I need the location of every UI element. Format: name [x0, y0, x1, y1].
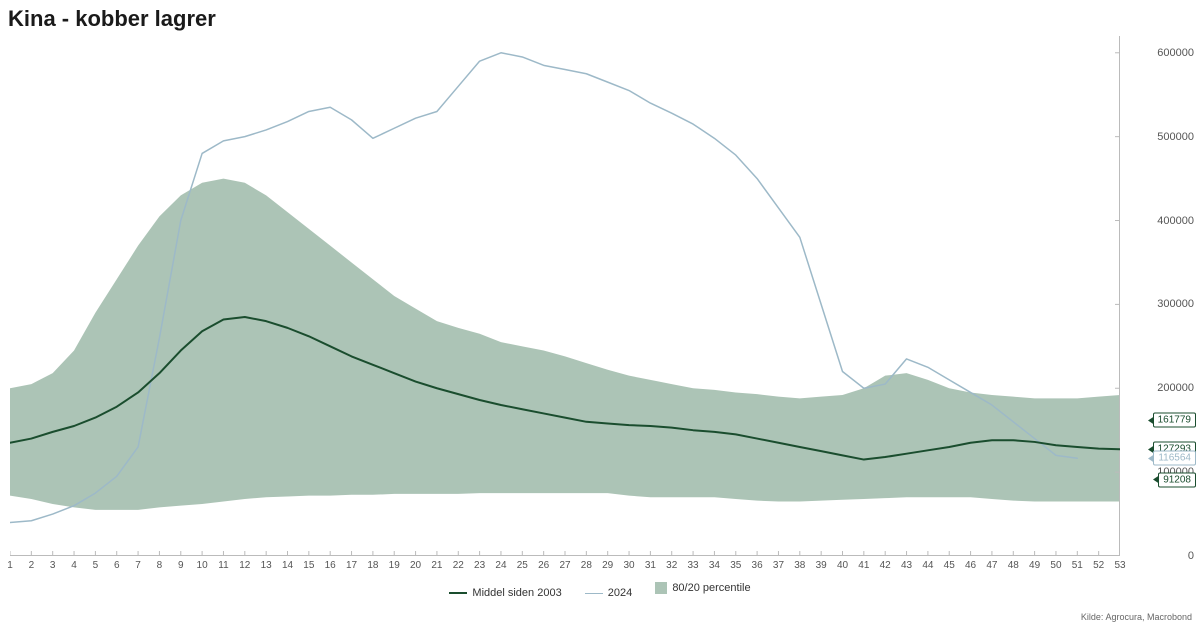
x-tick: 29 — [602, 560, 613, 571]
x-tick: 31 — [645, 560, 656, 571]
x-tick: 7 — [135, 560, 141, 571]
x-tick: 44 — [922, 560, 933, 571]
x-tick: 52 — [1093, 560, 1104, 571]
legend-item-mean: Middel siden 2003 — [449, 587, 561, 599]
chart-container: Kina - kobber lagrer 0100000200000300000… — [0, 0, 1200, 626]
x-tick: 9 — [178, 560, 184, 571]
legend-swatch-2024 — [585, 593, 603, 595]
x-tick: 12 — [239, 560, 250, 571]
end-value-label: 116564 — [1153, 451, 1196, 466]
chart-title: Kina - kobber lagrer — [8, 6, 216, 32]
x-tick: 26 — [538, 560, 549, 571]
legend-label-band: 80/20 percentile — [672, 582, 750, 594]
x-tick: 30 — [623, 560, 634, 571]
plot-area — [10, 36, 1120, 556]
x-tick: 4 — [71, 560, 77, 571]
legend-swatch-band — [655, 582, 667, 594]
x-tick: 41 — [858, 560, 869, 571]
x-tick: 3 — [50, 560, 56, 571]
x-tick: 20 — [410, 560, 421, 571]
legend-label-2024: 2024 — [608, 587, 632, 599]
x-tick: 5 — [93, 560, 99, 571]
x-tick: 37 — [773, 560, 784, 571]
x-tick: 16 — [325, 560, 336, 571]
source-text: Kilde: Agrocura, Macrobond — [1081, 612, 1192, 622]
x-tick: 27 — [559, 560, 570, 571]
x-tick: 24 — [495, 560, 506, 571]
x-tick: 19 — [389, 560, 400, 571]
x-tick: 23 — [474, 560, 485, 571]
x-tick: 45 — [944, 560, 955, 571]
x-tick: 46 — [965, 560, 976, 571]
x-tick: 21 — [431, 560, 442, 571]
end-value-labels: 16177912729311656491208 — [1124, 36, 1196, 556]
x-tick: 35 — [730, 560, 741, 571]
x-tick: 8 — [157, 560, 163, 571]
x-tick: 10 — [197, 560, 208, 571]
chart-svg — [10, 36, 1120, 556]
x-tick: 42 — [880, 560, 891, 571]
x-axis-labels: 1234567891011121314151617181920212223242… — [10, 560, 1120, 578]
x-tick: 32 — [666, 560, 677, 571]
x-tick: 38 — [794, 560, 805, 571]
end-value-label: 91208 — [1158, 472, 1196, 487]
x-tick: 18 — [367, 560, 378, 571]
x-tick: 33 — [688, 560, 699, 571]
x-tick: 51 — [1072, 560, 1083, 571]
x-tick: 36 — [752, 560, 763, 571]
x-tick: 39 — [816, 560, 827, 571]
x-tick: 6 — [114, 560, 120, 571]
x-tick: 40 — [837, 560, 848, 571]
band-80-20 — [10, 179, 1120, 510]
legend-swatch-mean — [449, 592, 467, 594]
x-tick: 28 — [581, 560, 592, 571]
x-tick: 2 — [29, 560, 35, 571]
x-tick: 43 — [901, 560, 912, 571]
x-tick: 15 — [303, 560, 314, 571]
legend-item-band: 80/20 percentile — [655, 582, 750, 594]
x-tick: 14 — [282, 560, 293, 571]
x-tick: 13 — [261, 560, 272, 571]
x-tick: 48 — [1008, 560, 1019, 571]
x-tick: 17 — [346, 560, 357, 571]
x-tick: 47 — [986, 560, 997, 571]
x-tick: 50 — [1050, 560, 1061, 571]
x-tick: 25 — [517, 560, 528, 571]
legend-label-mean: Middel siden 2003 — [472, 587, 561, 599]
x-tick: 1 — [7, 560, 13, 571]
x-tick: 11 — [218, 560, 228, 571]
x-tick: 49 — [1029, 560, 1040, 571]
x-tick: 34 — [709, 560, 720, 571]
end-value-label: 161779 — [1153, 413, 1196, 428]
x-tick: 53 — [1114, 560, 1125, 571]
legend-item-2024: 2024 — [585, 587, 632, 599]
legend: Middel siden 2003 2024 80/20 percentile — [0, 582, 1200, 599]
x-tick: 22 — [453, 560, 464, 571]
